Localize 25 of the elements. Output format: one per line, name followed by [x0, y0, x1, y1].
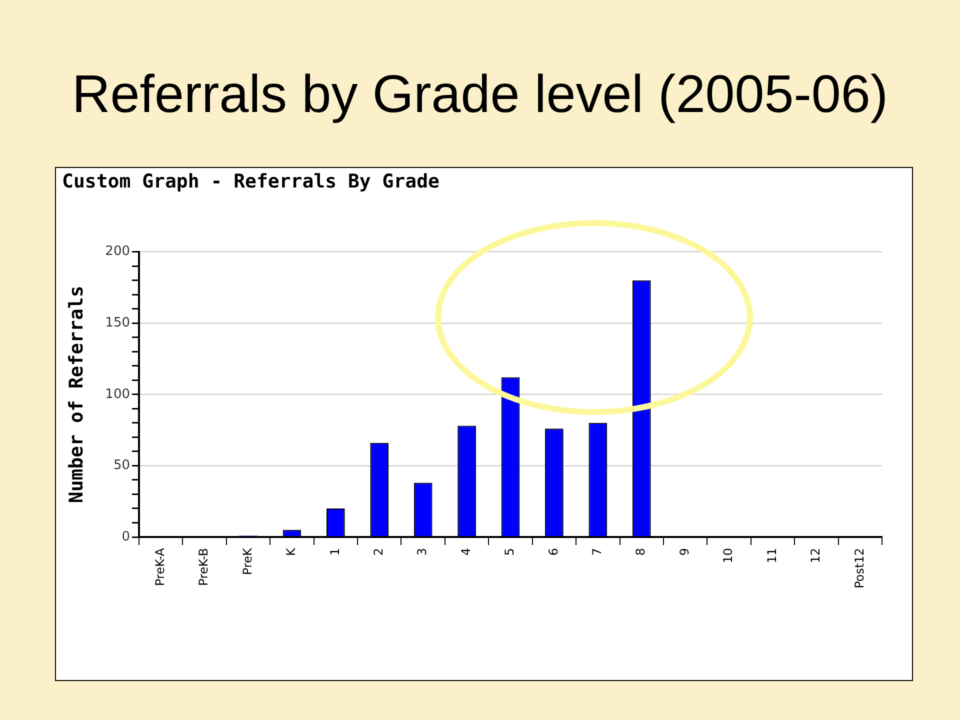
- x-tick-label: K: [284, 546, 298, 556]
- x-tick-label: 4: [458, 548, 473, 556]
- x-tick-label: 2: [372, 548, 386, 556]
- x-tick-label: 3: [415, 548, 430, 556]
- chart-subtitle: Custom Graph - Referrals By Grade: [62, 170, 440, 192]
- x-tick-label: 9: [677, 548, 692, 556]
- x-tick-label: 8: [634, 548, 648, 556]
- x-tick-label: PreK: [240, 546, 254, 575]
- y-axis-title: Number of Referrals: [65, 286, 88, 504]
- x-tick-label: 10: [721, 548, 736, 564]
- x-tick-label: 12: [808, 548, 823, 564]
- y-tick-label: 50: [113, 458, 130, 474]
- x-tick-label: 6: [546, 548, 560, 556]
- y-tick-label: 100: [105, 386, 130, 402]
- x-tick-label: 11: [764, 548, 779, 564]
- y-tick-label: 0: [122, 529, 130, 544]
- x-tick-label: Post12: [852, 548, 866, 588]
- chart-title: Referrals by Grade level (2005-06): [71, 64, 889, 126]
- x-tick-label: 5: [502, 548, 517, 556]
- x-tick-label: PreK-A: [152, 547, 167, 586]
- y-tick-label: 150: [105, 315, 130, 330]
- y-tick-label: 200: [105, 244, 130, 260]
- x-tick-label: 1: [328, 548, 342, 556]
- x-tick-label: PreK-B: [196, 548, 211, 586]
- x-tick-label: 7: [590, 548, 604, 556]
